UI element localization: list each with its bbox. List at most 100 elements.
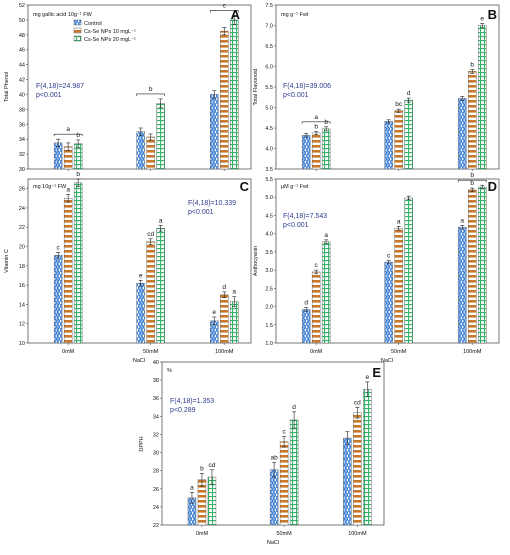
panel-E-ytick-label-4: 30 [153,451,159,457]
panel-A-ytick-label-4: 38 [19,107,25,113]
panel-C-bar-np20-0 [73,182,83,344]
panel-D-ytick-label-2: 2.0 [265,305,273,311]
panel-C-bar-letter-np20-1: a [159,217,163,224]
panel-B-ytick-label-5: 6.0 [265,65,273,71]
panel-D-group-bracket-2 [457,179,487,183]
panel-C-bar-control-1 [136,282,145,344]
panel-B-pvalue: p<0.001 [283,92,309,99]
panel-D-bar-control-0 [301,309,311,344]
panel-B-ytick-label-8: 7.5 [265,3,273,9]
panel-D-bar-letter-np10-2: b [470,180,474,187]
panel-A-group-bracket-1 [136,93,165,96]
panel-C-xtick-label-1: 50mM [143,349,159,355]
panel-E-bar-letter-np10-1: c [282,428,286,435]
panel-B-bar-letter-np20-1: d [407,90,411,97]
panel-B-ytick-label-4: 5.5 [265,85,273,91]
panel-A-bar-control-2 [210,94,219,170]
panel-A-ytick-label-9: 48 [19,33,25,39]
legend-label-np20: Cs-Se NPs 20 mgL⁻¹ [84,37,136,43]
panel-A-ytick-label-11: 52 [19,3,25,9]
panel-E-bar-letter-np20-2: e [366,374,370,381]
panel-D-xtick-label-0: 0mM [310,349,323,355]
panel-D-ytick-label-4: 3.0 [265,268,273,274]
panel-B-ytick-label-7: 7.0 [265,24,273,30]
panel-C-bar-np10-0 [63,198,73,344]
panel-E-bar-control-1 [269,469,279,526]
panel-B-ytick-label-1: 4.0 [265,147,273,153]
panel-B-bar-np20-1 [404,99,413,170]
panel-C-ylabel: Vitamin C [4,249,10,273]
panel-A-letter: A [231,7,241,22]
panel-A-ytick-label-10: 50 [19,18,25,24]
panel-D-bar-control-2 [458,226,467,344]
panel-C-xtick-label-0: 0mM [62,349,75,355]
panel-A-ytick-label-0: 30 [19,167,25,173]
panel-A-group-bracket-2 [209,10,239,13]
panel-B-ytick-label-2: 4.5 [265,126,273,132]
panel-C-ytick-label-4: 18 [19,264,25,270]
panel-D-ytick-label-6: 4.0 [265,232,273,238]
panel-A-bar-control-1 [136,131,145,170]
chart-marks: 303234363840424446485052babc3.54.04.55.0… [19,2,487,537]
panel-D-bar-letter-np10-0: c [315,262,319,269]
panel-B-bar-letter-np10-0: b [314,123,318,130]
panel-E-bar-np10-0 [197,479,207,526]
panel-E-bar-letter-np20-1: d [292,404,296,411]
panel-D-bar-np20-0 [321,241,331,344]
panel-E-ytick-label-1: 24 [153,505,159,511]
panel-D-xtick-label-2: 100mM [463,349,482,355]
panel-D-ytick-label-9: 5.5 [265,177,273,183]
panel-D-bar-letter-control-0: d [304,300,308,307]
panel-E-unit: % [167,368,172,374]
panel-E-bar-letter-control-0: a [190,484,194,491]
panel-A-ytick-label-2: 34 [19,137,25,143]
panel-C-bar-letter-np10-1: cd [147,231,154,238]
panel-D-bar-letter-control-2: a [460,217,464,224]
panel-D-ytick-label-3: 2.5 [265,286,273,292]
panel-C-ytick-label-6: 22 [19,225,25,231]
panel-A-ytick-label-1: 32 [19,152,25,158]
panel-C-bar-letter-np10-0: a [66,186,70,193]
panel-C-letter: C [240,179,250,194]
panel-C-bar-control-0 [53,255,63,344]
panel-D-bar-np10-1 [394,227,403,344]
panel-B-bar-control-2 [458,98,467,170]
panel-B-bar-letter-np10-1: bc [395,101,403,108]
panel-B-ylabel: Total Flavonoid [253,69,259,106]
panel-E-ytick-label-7: 36 [153,396,159,402]
panel-D-bar-np10-0 [311,271,321,344]
panel-E-ytick-label-9: 40 [153,360,159,366]
legend-label-control: Control [84,21,102,27]
panel-C-ytick-label-2: 14 [19,302,25,308]
panel-A-bar-np20-1 [156,103,165,170]
panel-B-bar-control-1 [384,121,393,170]
panel-D-ytick-label-1: 1.5 [265,323,273,329]
panel-B-ytick-label-0: 3.5 [265,167,273,173]
panel-C-bar-np20-2 [230,301,239,344]
panel-D-stat: F(4,18)=7.543 [283,213,327,220]
panel-E-pvalue: p<0.289 [170,407,196,414]
panel-B-bar-np20-0 [321,128,331,170]
panel-C-ytick-label-1: 12 [19,322,25,328]
panel-C-bar-letter-control-1: e [139,272,143,279]
panel-B-bar-letter-np20-0: b [324,119,328,126]
panel-E-bar-np20-2 [363,388,372,526]
panel-B-group-bracket-0 [301,121,331,124]
panel-C-bar-np10-1 [146,241,155,344]
panel-E-ytick-label-2: 26 [153,487,159,493]
panel-D-ylabel: Anthocyanin [253,246,259,276]
panel-E-ytick-label-3: 28 [153,469,159,475]
panel-A-group-letter-2: c [223,2,227,9]
panel-C-xtick-label-2: 100mM [215,349,234,355]
panel-A-ytick-label-6: 42 [19,78,25,84]
panel-E-bar-letter-control-1: ab [270,455,278,462]
legend-swatch-control [73,19,82,26]
panel-D-pvalue: p<0.001 [283,222,309,229]
panel-D-bar-control-1 [384,261,393,344]
panel-A-group-letter-1: b [149,86,153,93]
panel-A-bar-np10-2 [220,30,229,170]
panel-C-ytick-label-5: 20 [19,245,25,251]
panel-E-ylabel: DPPH [139,436,145,451]
